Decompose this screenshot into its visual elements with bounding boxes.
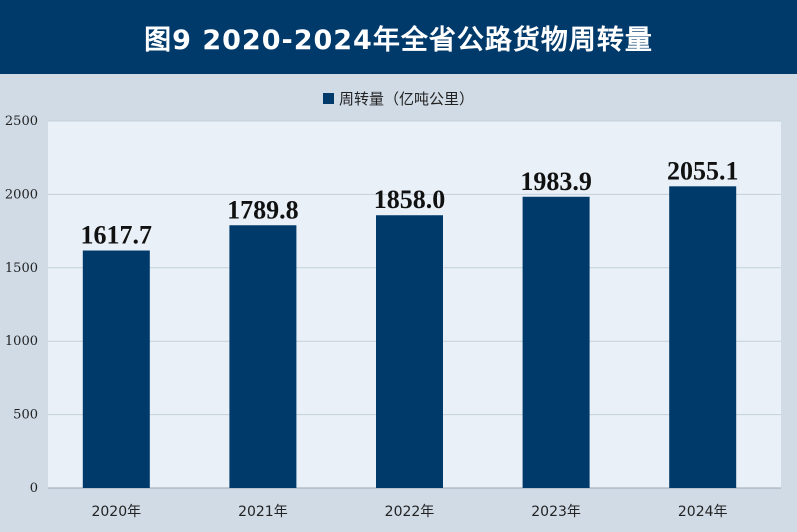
chart-title: 图9 2020-2024年全省公路货物周转量 [144, 24, 653, 56]
data-label-2: 1858.0 [374, 185, 446, 214]
x-tick-label-0: 2020年 [91, 504, 141, 520]
y-tick-label-0: 0 [30, 481, 38, 496]
x-tick-label-4: 2024年 [678, 504, 728, 520]
bar-0 [82, 250, 150, 488]
y-tick-label-500: 500 [13, 408, 38, 423]
x-tick-label-2: 2022年 [385, 504, 435, 520]
bar-1 [229, 225, 297, 488]
legend: 周转量（亿吨公里） [0, 86, 797, 110]
data-label-1: 1789.8 [227, 195, 299, 224]
data-label-3: 1983.9 [520, 167, 592, 196]
legend-swatch [322, 92, 334, 104]
y-tick-label-1000: 1000 [5, 334, 38, 349]
data-label-4: 2055.1 [667, 156, 739, 185]
data-label-0: 1617.7 [81, 221, 153, 250]
y-tick-label-2500: 2500 [5, 114, 38, 129]
y-tick-label-2000: 2000 [5, 187, 38, 202]
legend-label: 周转量（亿吨公里） [338, 89, 474, 108]
y-tick-label-1500: 1500 [5, 261, 38, 276]
bar-4 [669, 186, 737, 488]
x-tick-label-1: 2021年 [238, 504, 288, 520]
bar-2 [376, 215, 443, 488]
chart-title-bar: 图9 2020-2024年全省公路货物周转量 [0, 0, 797, 74]
x-tick-label-3: 2023年 [531, 504, 581, 520]
bar-3 [522, 196, 590, 488]
